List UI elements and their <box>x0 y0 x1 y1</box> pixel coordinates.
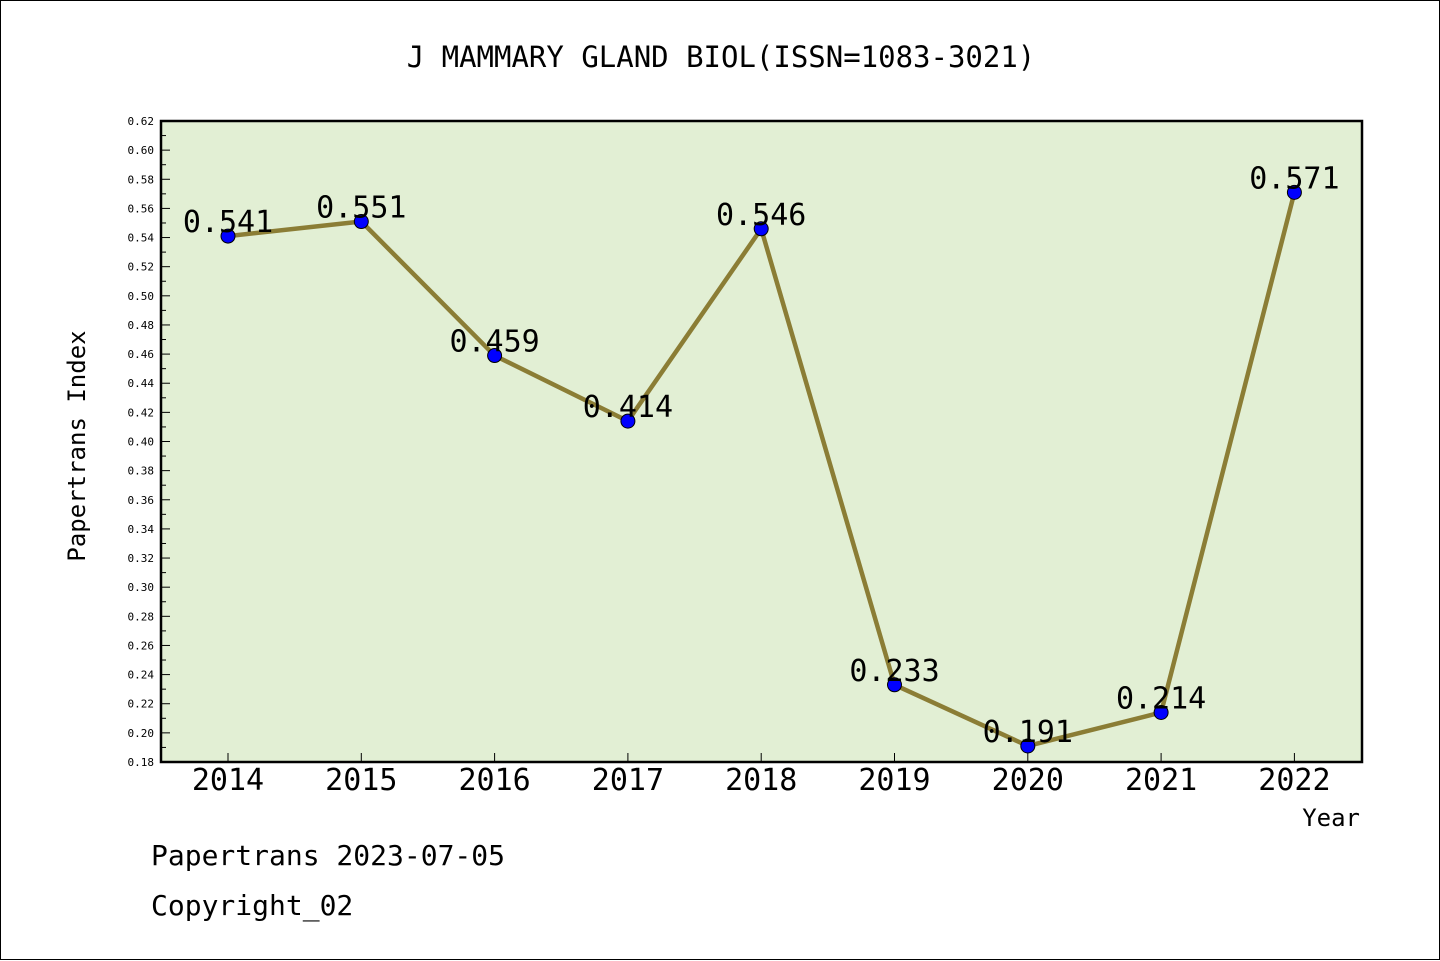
x-axis: 2014 2015 2016 2017 2018 2019 2020 2021 2022 <box>192 753 1331 798</box>
y-axis: 0.18 0.20 0.22 0.24 0.26 0.28 0.30 0.32 0.34 0.36… <box>128 115 170 769</box>
y-tick-label: 0.46 <box>128 348 155 361</box>
data-label: 0.214 <box>1116 681 1206 716</box>
chart-title: J MAMMARY GLAND BIOL(ISSN=1083-3021) <box>407 40 1036 74</box>
data-label: 0.551 <box>316 191 406 226</box>
y-tick-label: 0.36 <box>128 494 155 507</box>
y-tick-label: 0.50 <box>128 290 155 303</box>
data-label: 0.414 <box>583 390 673 425</box>
x-tick-label: 2017 <box>592 763 664 798</box>
data-label: 0.459 <box>449 325 539 360</box>
x-tick-label: 2022 <box>1258 763 1330 798</box>
y-axis-label: Papertrans Index <box>63 330 91 561</box>
y-tick-label: 0.20 <box>128 727 155 740</box>
x-tick-label: 2018 <box>725 763 797 798</box>
y-tick-label: 0.24 <box>128 669 155 682</box>
data-point <box>887 677 902 693</box>
data-point <box>753 221 769 237</box>
data-point <box>1020 738 1036 754</box>
data-label: 0.233 <box>849 654 939 689</box>
y-tick-label: 0.60 <box>128 144 155 157</box>
footer-date: Papertrans 2023-07-05 <box>151 839 505 872</box>
data-point <box>1286 184 1302 200</box>
data-point <box>353 214 369 230</box>
y-tick-label: 0.38 <box>128 465 155 478</box>
y-tick-label: 0.52 <box>128 261 155 274</box>
x-axis-label: Year <box>1302 804 1360 832</box>
data-label: 0.191 <box>983 715 1073 750</box>
data-point <box>620 413 636 429</box>
y-tick-label: 0.54 <box>128 232 155 245</box>
y-tick-label: 0.48 <box>128 319 155 332</box>
y-tick-label: 0.26 <box>128 639 155 652</box>
data-point <box>487 348 503 364</box>
data-labels: 0.541 0.551 0.459 0.414 0.546 0.233 0.191 0.214… <box>183 161 1340 750</box>
footer-copyright: Copyright_02 <box>151 889 353 923</box>
y-tick-label: 0.22 <box>128 698 155 711</box>
y-tick-label: 0.56 <box>128 202 155 215</box>
data-label: 0.541 <box>183 205 273 240</box>
data-point <box>220 228 236 244</box>
y-tick-label: 0.62 <box>128 115 155 128</box>
x-tick-label: 2020 <box>992 763 1064 798</box>
y-tick-label: 0.32 <box>128 552 155 565</box>
data-label: 0.546 <box>716 198 806 233</box>
y-tick-label: 0.30 <box>128 581 155 594</box>
x-tick-label: 2021 <box>1125 763 1197 798</box>
y-tick-label: 0.28 <box>128 610 155 623</box>
x-tick-label: 2015 <box>325 763 397 798</box>
x-tick-label: 2016 <box>458 763 530 798</box>
data-label: 0.571 <box>1249 161 1339 196</box>
x-tick-label: 2014 <box>192 763 264 798</box>
y-tick-label: 0.34 <box>128 523 155 536</box>
y-tick-label: 0.40 <box>128 436 155 449</box>
y-tick-label: 0.42 <box>128 406 155 419</box>
data-point <box>1153 704 1169 720</box>
y-tick-label: 0.18 <box>128 756 155 769</box>
y-tick-label: 0.58 <box>128 173 155 186</box>
series-markers <box>220 184 1302 754</box>
x-tick-label: 2019 <box>858 763 930 798</box>
y-tick-label: 0.44 <box>128 377 155 390</box>
